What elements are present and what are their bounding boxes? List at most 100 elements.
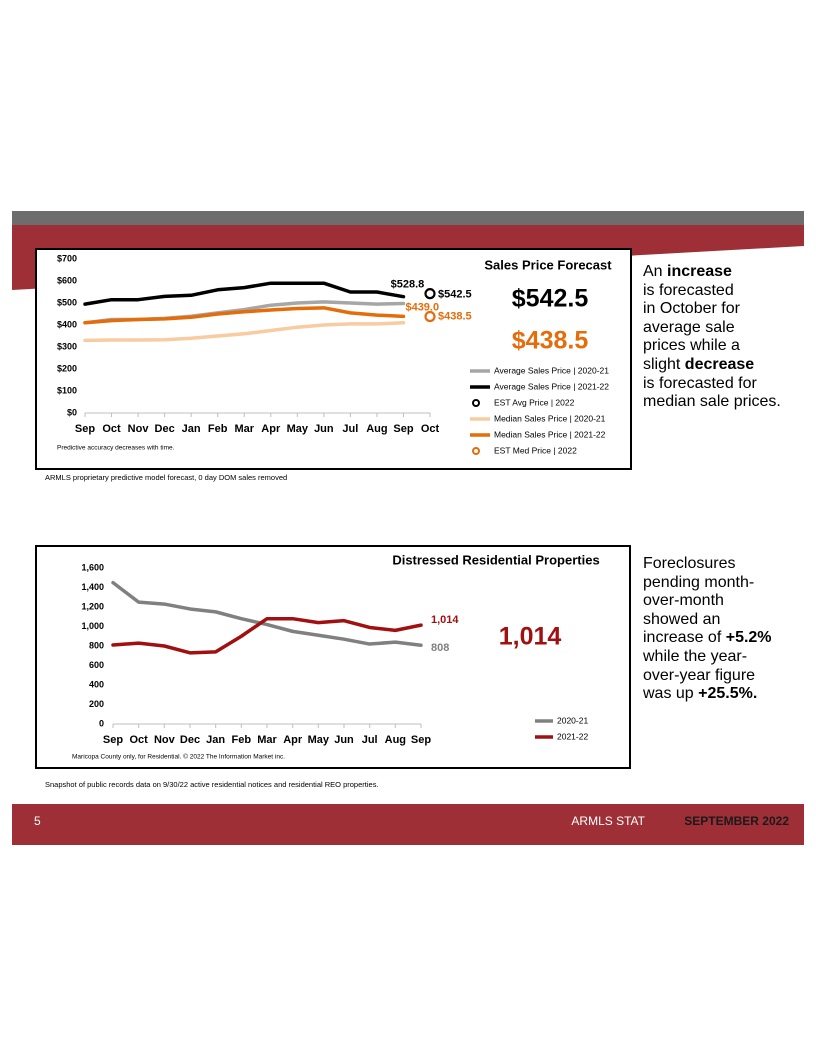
x-tick-label: Nov	[154, 734, 176, 746]
text-run: over-month	[643, 592, 724, 610]
x-tick-label: Jan	[182, 423, 201, 435]
value-label: $438.5	[438, 310, 472, 322]
y-tick-label: $400	[57, 319, 77, 329]
callout-value: 1,014	[499, 623, 562, 651]
x-tick-label: Sep	[393, 423, 413, 435]
text-run: slight	[643, 355, 685, 373]
x-tick-label: Mar	[234, 423, 254, 435]
text-line: pending month-	[643, 574, 772, 593]
footer-brand: ARMLS STAT	[571, 814, 645, 828]
x-tick-label: Jan	[206, 734, 225, 746]
x-tick-label: Feb	[208, 423, 228, 435]
value-label: $439.0	[405, 301, 439, 313]
series-line	[83, 321, 406, 343]
chart-title: Sales Price Forecast	[484, 257, 612, 272]
chart-note: Maricopa County only, for Residential. ©…	[72, 753, 285, 761]
y-tick-label: 1,200	[81, 601, 104, 611]
value-label: 1,014	[431, 614, 459, 626]
legend-label: 2021-22	[557, 731, 588, 741]
legend-label: Average Sales Price | 2020-21	[494, 365, 609, 375]
text-line: is forecasted	[643, 282, 781, 301]
legend-label: EST Med Price | 2022	[494, 445, 577, 455]
text-run: is forecasted for	[643, 374, 757, 392]
text-run: showed an	[643, 610, 721, 628]
text-run: increase	[667, 263, 732, 280]
text-line: while the year-	[643, 648, 772, 667]
y-tick-label: 0	[99, 718, 104, 728]
text-run: pending month-	[643, 573, 755, 591]
series-line	[83, 306, 406, 325]
callout-value: $438.5	[512, 327, 589, 355]
text-line: average sale	[643, 319, 781, 338]
text-line: increase of +5.2%	[643, 629, 772, 648]
text-run: average sale	[643, 318, 735, 336]
x-tick-label: Oct	[421, 423, 440, 435]
x-tick-label: Oct	[129, 734, 148, 746]
x-tick-label: Feb	[232, 734, 252, 746]
footer-date: SEPTEMBER 2022	[684, 814, 789, 828]
text-line: was up +25.5%.	[643, 685, 772, 704]
x-tick-label: Dec	[155, 423, 175, 435]
text-run: decrease	[684, 355, 755, 373]
x-tick-label: Mar	[257, 734, 277, 746]
text-run: over-year figure	[643, 666, 756, 684]
legend-swatch	[472, 399, 480, 407]
x-tick-label: Sep	[411, 734, 431, 746]
chart-note: Predictive accuracy decreases with time.	[57, 445, 175, 452]
x-tick-label: Nov	[128, 423, 150, 435]
x-tick-label: Sep	[75, 423, 95, 435]
y-tick-label: $600	[57, 275, 77, 285]
y-tick-label: $200	[57, 363, 77, 373]
x-tick-label: May	[308, 734, 330, 746]
text-line: in October for	[643, 300, 781, 319]
legend-label: Median Sales Price | 2020-21	[494, 413, 606, 423]
x-tick-label: May	[287, 423, 309, 435]
text-run: while the year-	[643, 647, 748, 665]
commentary: Foreclosures pending month-over-month show…	[643, 555, 772, 704]
legend-label: Median Sales Price | 2021-22	[494, 429, 606, 439]
caption: Snapshot of public records data on 9/30/…	[45, 780, 379, 789]
text-run: increase of	[643, 629, 726, 647]
text-line: over-month	[643, 592, 772, 611]
text-run: median sale prices.	[643, 393, 781, 411]
x-tick-label: Apr	[283, 734, 303, 746]
text-run: +25.5%.	[698, 685, 758, 703]
x-tick-label: Jul	[362, 734, 378, 746]
value-label: $542.5	[438, 289, 472, 301]
text-run: +5.2%	[725, 629, 772, 647]
y-tick-label: 1,400	[81, 582, 104, 592]
x-tick-label: Dec	[180, 734, 200, 746]
y-tick-label: 1,000	[81, 621, 104, 631]
marker	[424, 310, 436, 323]
callout-value: $542.5	[512, 285, 589, 313]
text-line: Foreclosures	[643, 555, 772, 574]
text-line: slight decrease	[643, 356, 781, 375]
value-label: 808	[431, 642, 449, 654]
marker	[424, 288, 436, 300]
gray-band	[12, 211, 804, 225]
y-tick-label: $0	[67, 407, 77, 417]
series-line	[111, 580, 423, 647]
x-tick-label: Aug	[366, 423, 387, 435]
y-tick-label: $700	[57, 253, 77, 263]
y-tick-label: 200	[89, 699, 104, 709]
series-line	[83, 281, 406, 306]
text-run: Foreclosures	[643, 555, 736, 572]
text-line: is forecasted for	[643, 375, 781, 394]
x-tick-label: Sep	[103, 734, 123, 746]
page-number: 5	[34, 814, 41, 828]
y-tick-label: 400	[89, 679, 104, 689]
text-line: An increase	[643, 263, 781, 282]
text-line: median sale prices.	[643, 393, 781, 412]
text-line: showed an	[643, 611, 772, 630]
value-label: $528.8	[391, 279, 425, 291]
x-tick-label: Oct	[102, 423, 121, 435]
legend-label: EST Avg Price | 2022	[494, 397, 575, 407]
y-tick-label: 600	[89, 660, 104, 670]
x-tick-label: Aug	[385, 734, 406, 746]
y-tick-label: $100	[57, 385, 77, 395]
text-run: in October for	[643, 300, 740, 318]
y-tick-label: $500	[57, 297, 77, 307]
x-tick-label: Jun	[314, 423, 334, 435]
